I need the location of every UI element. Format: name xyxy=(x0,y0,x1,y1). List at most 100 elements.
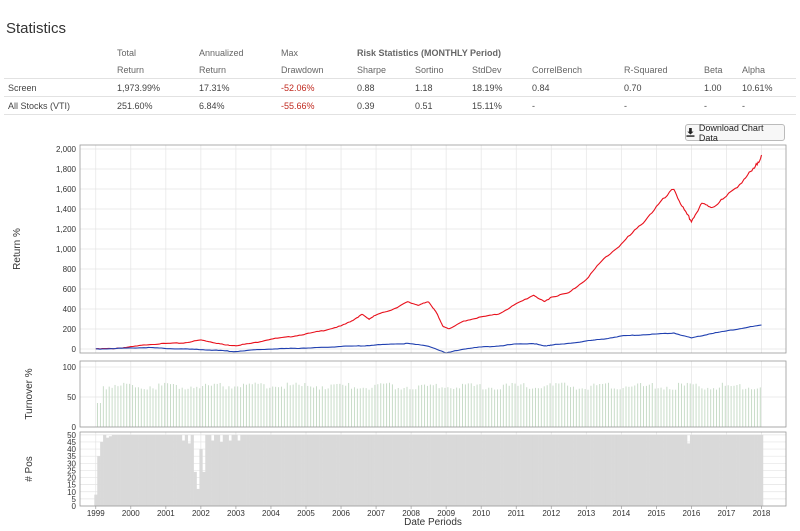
positions-bar xyxy=(614,434,618,506)
positions-bar xyxy=(155,434,159,506)
positions-panel-frame xyxy=(79,431,787,507)
positions-bar xyxy=(301,434,305,506)
positions-bar xyxy=(523,434,527,506)
positions-bar xyxy=(228,440,232,506)
positions-bar xyxy=(456,434,460,506)
positions-bar xyxy=(281,434,285,506)
positions-bar xyxy=(739,434,743,506)
positions-bar xyxy=(488,434,492,506)
positions-bar xyxy=(625,434,629,506)
positions-bar xyxy=(590,434,594,506)
positions-bar xyxy=(570,434,574,506)
positions-bar xyxy=(322,434,326,506)
positions-bar xyxy=(357,434,361,506)
positions-bar xyxy=(319,434,323,506)
positions-bar xyxy=(167,434,171,506)
positions-bar xyxy=(514,434,518,506)
positions-bar xyxy=(453,434,457,506)
positions-bar xyxy=(114,434,118,506)
risk-statistics-header: Risk Statistics (MONTHLY Period) xyxy=(357,47,502,58)
positions-bar xyxy=(707,434,711,506)
positions-bar xyxy=(602,434,606,506)
positions-bar xyxy=(374,434,378,506)
header-cell: Total xyxy=(117,47,137,58)
x-tick-label: 2008 xyxy=(402,509,420,518)
positions-bar xyxy=(497,434,501,506)
positions-bar xyxy=(517,434,521,506)
positions-bar xyxy=(599,434,603,506)
positions-bar xyxy=(219,441,224,506)
positions-bar xyxy=(278,434,282,506)
max-drawdown-cell: -52.06% xyxy=(277,78,353,97)
turnover-panel-frame xyxy=(79,360,787,428)
y-tick-label: 50 xyxy=(67,393,76,402)
positions-bar xyxy=(184,434,189,506)
positions-bar xyxy=(342,434,346,506)
header-cell: Sortino xyxy=(415,64,444,75)
positions-bar xyxy=(187,443,191,506)
positions-bar xyxy=(295,434,299,506)
positions-bar xyxy=(421,434,425,506)
positions-bar xyxy=(628,434,632,506)
r-squared-cell: 0.70 xyxy=(620,78,700,97)
turnover-y-ticks: 0 50 100 xyxy=(63,363,77,432)
x-tick-label: 2003 xyxy=(227,509,245,518)
max-drawdown-cell: -55.66% xyxy=(277,96,353,115)
table-header-bottom: Return Return Drawdown Sharpe Sortino St… xyxy=(4,61,796,79)
positions-bar xyxy=(494,434,498,506)
positions-bar xyxy=(719,434,723,506)
positions-bar xyxy=(546,434,551,506)
positions-bar xyxy=(473,434,478,506)
positions-bar xyxy=(669,434,673,506)
positions-bar xyxy=(558,434,562,506)
sharpe-cell: 0.39 xyxy=(353,96,411,115)
positions-bar xyxy=(482,434,486,506)
positions-bar xyxy=(100,441,104,506)
positions-bar xyxy=(581,434,586,506)
download-button-label: Download Chart Data xyxy=(698,122,764,143)
x-tick-label: 2015 xyxy=(647,509,665,518)
y-tick-label: 1,000 xyxy=(56,245,77,254)
y-tick-label: 50 xyxy=(67,431,76,440)
positions-bar xyxy=(313,434,317,506)
y-tick-label: 45 xyxy=(67,438,76,447)
positions-bar xyxy=(660,434,664,506)
header-cell: Return xyxy=(199,64,227,75)
return-lines xyxy=(95,154,763,354)
x-tick-label: 2011 xyxy=(508,509,526,518)
positions-bar xyxy=(447,434,451,506)
positions-bar xyxy=(541,434,545,506)
positions-bar xyxy=(672,434,676,506)
positions-bar xyxy=(505,434,510,506)
positions-bar xyxy=(324,434,329,506)
y-tick-label: 20 xyxy=(67,474,76,483)
positions-bar xyxy=(427,434,431,506)
positions-bar xyxy=(164,434,168,506)
positions-bar xyxy=(441,434,445,506)
positions-bar xyxy=(657,434,662,506)
positions-bar xyxy=(663,434,667,506)
return-panel-frame xyxy=(79,144,787,354)
positions-bar xyxy=(435,434,440,506)
positions-bar xyxy=(491,434,495,506)
positions-bar xyxy=(555,434,559,506)
positions-bar xyxy=(123,434,127,506)
positions-bar xyxy=(485,434,489,506)
positions-bar xyxy=(713,434,717,506)
positions-bar xyxy=(564,434,568,506)
total-return-cell: 1,973.99% xyxy=(113,78,195,97)
header-cell: Beta xyxy=(704,64,723,75)
y-tick-label: 10 xyxy=(67,488,76,497)
positions-bar xyxy=(757,434,761,506)
positions-bar xyxy=(240,434,244,506)
positions-bar xyxy=(351,434,355,506)
table-header-top: Total Annualized Max Risk Statistics (MO… xyxy=(4,44,796,61)
turnover-axis-title: Turnover % xyxy=(24,368,35,419)
positions-bar xyxy=(643,434,647,506)
positions-bar xyxy=(138,434,142,506)
beta-cell: 1.00 xyxy=(700,78,738,97)
download-chart-data-button[interactable]: Download Chart Data xyxy=(685,122,785,143)
positions-bar xyxy=(97,456,101,506)
positions-bar xyxy=(465,434,469,506)
positions-bar xyxy=(468,434,472,506)
